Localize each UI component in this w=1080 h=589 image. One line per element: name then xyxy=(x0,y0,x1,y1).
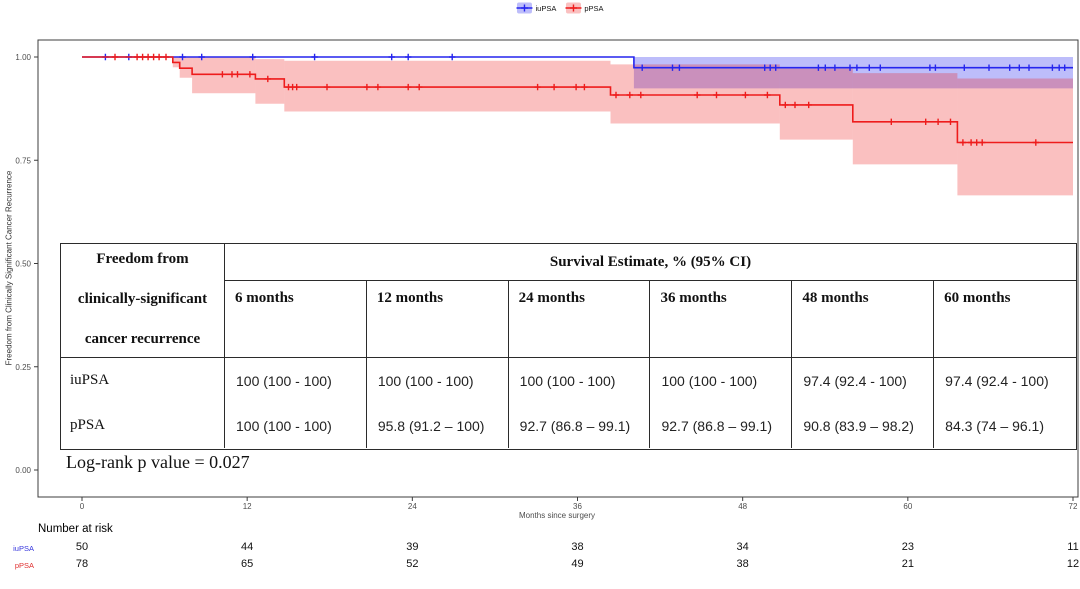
row-header-line: cancer recurrence xyxy=(84,331,201,347)
log-rank-p-value: Log-rank p value = 0.027 xyxy=(66,452,250,472)
legend-label-ppsa: pPSA xyxy=(584,3,604,13)
risk-row-label-ppsa: pPSA xyxy=(14,561,34,570)
table-cell: 84.3 (74 – 96.1) xyxy=(945,417,1045,434)
row-header-line: clinically-significant xyxy=(77,291,208,307)
x-tick-label: 36 xyxy=(573,502,582,511)
col-header-48mo: 48 months xyxy=(792,281,935,358)
x-tick-label: 12 xyxy=(243,502,252,511)
table-cell: 100 (100 - 100) xyxy=(509,358,651,403)
y-tick-label: 0.25 xyxy=(15,363,31,372)
iuPSA-survival-curve xyxy=(82,56,1073,69)
risk-count: 11 xyxy=(1067,541,1079,553)
table-cell: 92.7 (86.8 – 99.1) xyxy=(509,403,651,448)
plot-panel-border xyxy=(37,39,1079,498)
x-axis-title: Months since surgery xyxy=(518,511,596,520)
pPSA-ci-band xyxy=(192,57,256,94)
table-cell: 100 (100 - 100) xyxy=(225,403,367,448)
pPSA-ci-band xyxy=(255,59,285,104)
col-header-60mo: 60 months xyxy=(934,281,1076,358)
table-cell: 92.7 (86.8 – 99.1) xyxy=(650,403,793,448)
table-cell: 95.8 (91.2 – 100) xyxy=(367,403,509,448)
risk-row-label-iupsa: iuPSA xyxy=(13,544,34,553)
survival-estimate-table: Freedom from clinically-significant canc… xyxy=(60,243,1077,450)
x-tick-label: 0 xyxy=(80,502,85,511)
x-tick-label: 24 xyxy=(408,502,417,511)
x-tick-label: 72 xyxy=(1069,502,1078,511)
y-tick-label: 0.75 xyxy=(15,156,31,165)
risk-count: 38 xyxy=(736,558,749,570)
pPSA-ci-band xyxy=(852,73,958,165)
risk-count: 65 xyxy=(241,558,254,570)
table-row-header: Freedom from clinically-significant canc… xyxy=(61,244,225,358)
y-tick-label: 0.50 xyxy=(15,260,31,269)
row-label-ppsa: pPSA xyxy=(61,403,225,448)
legend: iuPSA pPSA xyxy=(516,2,604,14)
ppsa-legend-key-icon xyxy=(565,2,582,14)
y-tick-label: 0.00 xyxy=(15,466,31,475)
table-cell: 90.8 (83.9 – 98.2) xyxy=(792,403,935,448)
table-cell: 100 (100 - 100) xyxy=(650,358,793,403)
risk-count: 39 xyxy=(406,541,419,553)
iupsa-legend-key-icon xyxy=(516,2,533,14)
table-cell: 100 (100 - 100) xyxy=(367,358,509,403)
pPSA-ci-band xyxy=(179,57,193,78)
risk-count: 78 xyxy=(75,558,89,570)
col-header-12mo: 12 months xyxy=(366,281,509,358)
iuPSA-ci-band xyxy=(633,57,1073,89)
col-header-6mo: 6 months xyxy=(225,281,367,358)
y-axis-title: Freedom from Clinically Significant Canc… xyxy=(4,170,14,366)
risk-count: 52 xyxy=(406,558,419,570)
row-header-line: Freedom from xyxy=(96,251,189,267)
row-label-iupsa: iuPSA xyxy=(61,358,225,403)
pPSA-ci-band xyxy=(610,64,780,124)
risk-count: 38 xyxy=(571,541,584,553)
risk-count: 49 xyxy=(571,558,584,570)
risk-count: 34 xyxy=(736,541,749,553)
risk-count: 50 xyxy=(75,541,89,553)
table-cell: 100 (100 - 100) xyxy=(225,358,367,403)
col-header-24mo: 24 months xyxy=(508,281,651,358)
legend-item-iupsa: iuPSA xyxy=(516,2,556,14)
x-tick-label: 48 xyxy=(738,502,747,511)
y-tick-label: 1.00 xyxy=(15,53,31,62)
table-span-header: Survival Estimate, % (95% CI) xyxy=(225,244,1076,281)
risk-count: 23 xyxy=(901,541,914,553)
table-cell: 97.4 (92.4 - 100) xyxy=(945,372,1049,389)
pPSA-ci-band xyxy=(284,60,611,112)
risk-count: 21 xyxy=(901,558,914,570)
col-header-36mo: 36 months xyxy=(650,281,793,358)
risk-count: 44 xyxy=(241,541,254,553)
risk-count: 12 xyxy=(1066,558,1080,570)
legend-label-iupsa: iuPSA xyxy=(535,3,557,13)
table-cell: 97.4 (92.4 - 100) xyxy=(792,358,935,403)
pPSA-censor-marks xyxy=(111,53,1039,146)
x-tick-label: 60 xyxy=(903,502,912,511)
legend-item-ppsa: pPSA xyxy=(565,2,604,14)
pPSA-ci-band xyxy=(957,78,1073,196)
pPSA-survival-curve xyxy=(82,56,1073,144)
number-at-risk-heading: Number at risk xyxy=(38,523,113,535)
